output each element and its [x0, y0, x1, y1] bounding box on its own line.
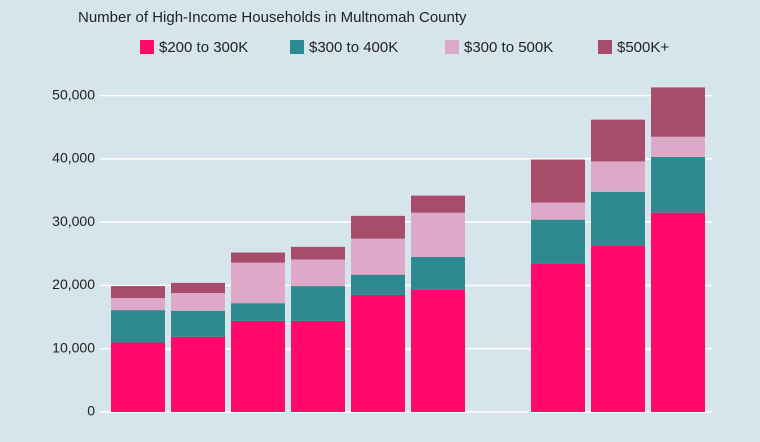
- bar-segment: [591, 119, 645, 162]
- bar-segment: [651, 87, 705, 137]
- bar-segment: [351, 238, 405, 275]
- bar-segment: [651, 157, 705, 213]
- y-tick-label: 40,000: [52, 150, 95, 166]
- bar-segment: [531, 202, 585, 220]
- bar-segment: [531, 219, 585, 264]
- bar-segment: [111, 286, 165, 299]
- bar-segment: [291, 320, 345, 412]
- legend-label: $200 to 300K: [159, 39, 248, 56]
- legend-label: $500K+: [617, 39, 669, 56]
- y-tick-label: 10,000: [52, 339, 95, 355]
- bar-segment: [411, 212, 465, 257]
- bar-segment: [231, 262, 285, 304]
- legend-label: $300 to 500K: [464, 39, 553, 56]
- bar-segment: [591, 161, 645, 192]
- bar-segment: [351, 294, 405, 412]
- bar-segment: [591, 245, 645, 412]
- bar-segment: [291, 246, 345, 260]
- bar-segment: [171, 282, 225, 294]
- legend-swatch: [598, 40, 612, 54]
- legend-swatch: [445, 40, 459, 54]
- bar-segment: [111, 342, 165, 412]
- bar-segment: [231, 320, 285, 412]
- bar-segment: [171, 310, 225, 337]
- y-tick-label: 20,000: [52, 276, 95, 292]
- y-tick-label: 50,000: [52, 86, 95, 102]
- legend-swatch: [290, 40, 304, 54]
- bar-segment: [111, 298, 165, 311]
- y-tick-label: 0: [87, 403, 95, 419]
- bar-segment: [531, 159, 585, 203]
- bar-segment: [411, 289, 465, 412]
- bar-segment: [591, 191, 645, 246]
- bar-segment: [291, 286, 345, 321]
- bar-segment: [651, 212, 705, 412]
- legend-label: $300 to 400K: [309, 39, 398, 56]
- bar-segment: [231, 252, 285, 263]
- bar-segment: [171, 336, 225, 412]
- bar-segment: [231, 303, 285, 321]
- y-tick-label: 30,000: [52, 213, 95, 229]
- bar-segment: [291, 259, 345, 287]
- bar-segment: [531, 263, 585, 412]
- chart-title: Number of High-Income Households in Mult…: [78, 9, 467, 26]
- bar-segment: [351, 215, 405, 239]
- bar-segment: [111, 310, 165, 343]
- bar-segment: [651, 136, 705, 158]
- bar-segment: [411, 195, 465, 213]
- legend-swatch: [140, 40, 154, 54]
- bar-segment: [411, 256, 465, 290]
- bar-segment: [171, 293, 225, 311]
- bar-segment: [351, 274, 405, 295]
